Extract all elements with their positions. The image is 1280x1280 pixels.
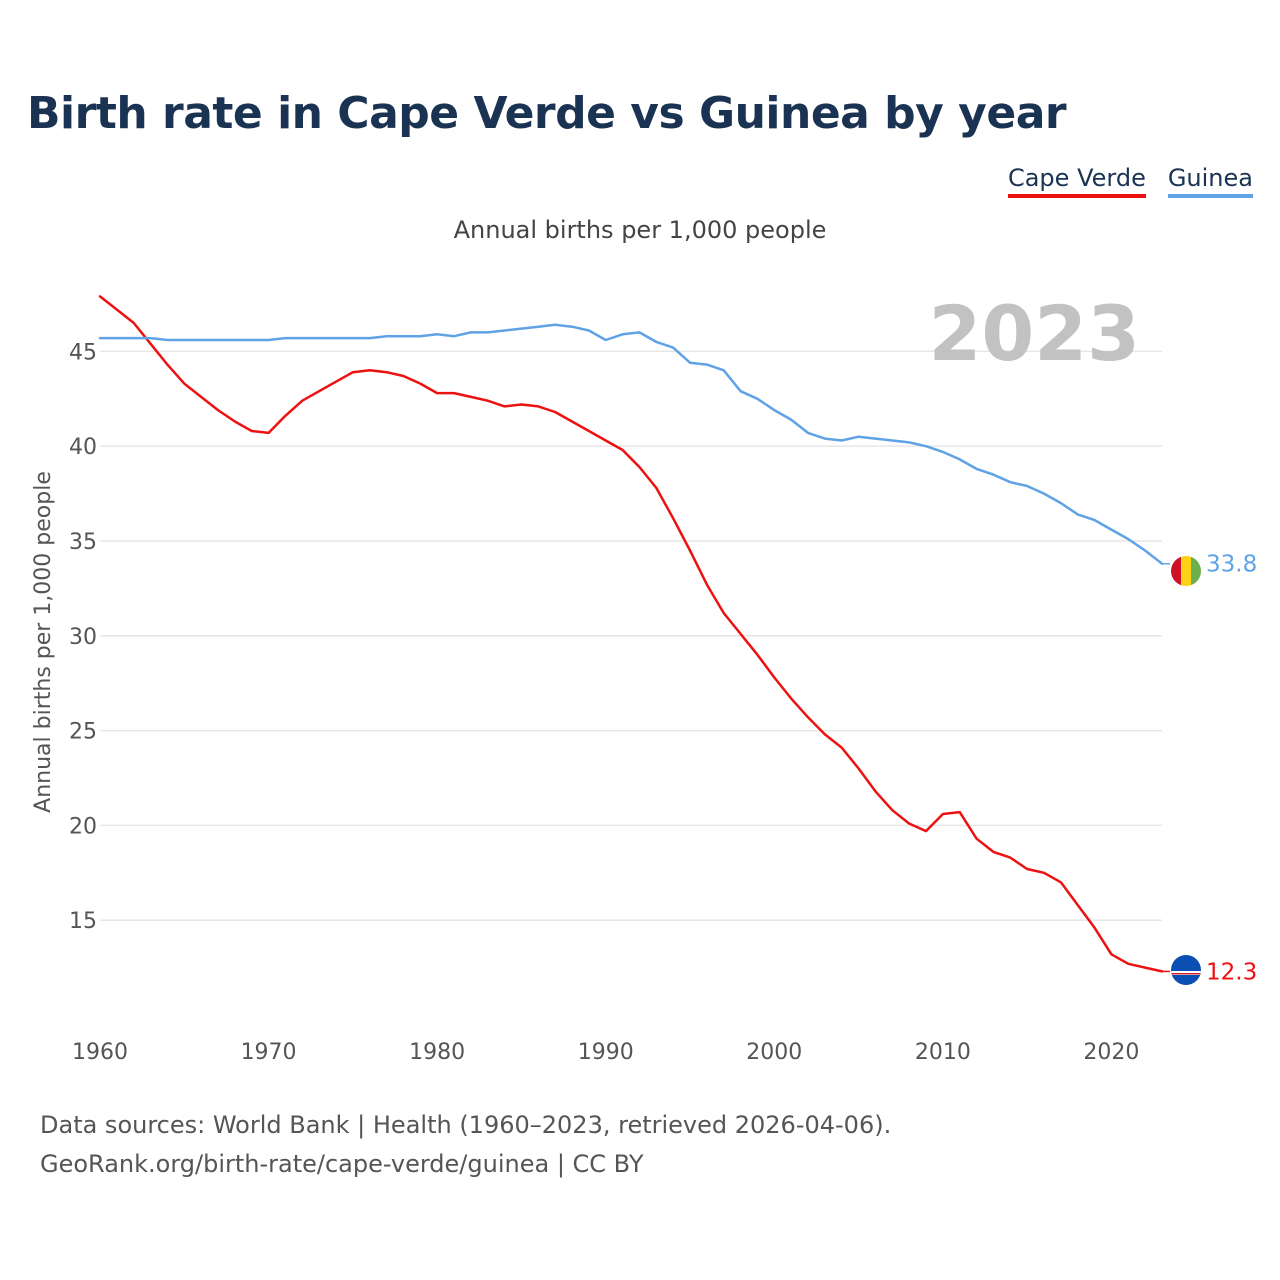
series-line-cape-verde[interactable]: [98, 295, 1164, 973]
x-tick-label: 1990: [578, 1040, 634, 1065]
series: [98, 295, 1164, 973]
y-tick-label: 35: [69, 530, 97, 555]
y-tick-label: 15: [69, 909, 97, 934]
guinea-flag-icon: [1171, 556, 1201, 586]
x-tick-label: 1980: [409, 1040, 465, 1065]
y-tick-label: 30: [69, 625, 97, 650]
x-tick-label: 1960: [72, 1040, 128, 1065]
legend: Cape Verde Guinea: [1007, 164, 1253, 198]
y-axis-label: Annual births per 1,000 people: [31, 471, 56, 813]
x-axis-ticks: 1960 1970 1980 1990 2000 2010 2020: [72, 1040, 1139, 1065]
y-axis-ticks: 15 20 25 30 35 40 45: [69, 340, 97, 934]
x-tick-label: 1970: [241, 1040, 297, 1065]
cape-verde-flag-icon: [1171, 955, 1201, 985]
series-line-guinea[interactable]: [98, 323, 1164, 565]
footer-sources: Data sources: World Bank | Health (1960–…: [40, 1111, 892, 1139]
x-tick-label: 2000: [746, 1040, 802, 1065]
end-value-label-cape-verde: 12.3: [1206, 959, 1257, 985]
y-tick-label: 40: [69, 435, 97, 460]
x-tick-label: 2020: [1083, 1040, 1139, 1065]
chart-title: Birth rate in Cape Verde vs Guinea by ye…: [27, 88, 1067, 139]
y-tick-label: 20: [69, 814, 97, 839]
end-value-label-guinea: 33.8: [1206, 552, 1257, 578]
gridlines: [100, 350, 1162, 921]
year-watermark: 2023: [928, 289, 1140, 378]
y-tick-label: 45: [69, 340, 97, 365]
legend-item-guinea[interactable]: Guinea: [1167, 164, 1253, 198]
end-labels: 12.3 33.8: [1162, 552, 1257, 985]
chart-subtitle: Annual births per 1,000 people: [453, 216, 827, 244]
footer-attribution[interactable]: GeoRank.org/birth-rate/cape-verde/guinea…: [40, 1150, 644, 1178]
legend-item-cape-verde[interactable]: Cape Verde: [1007, 164, 1146, 198]
y-tick-label: 25: [69, 720, 97, 745]
x-tick-label: 2010: [915, 1040, 971, 1065]
footer: Data sources: World Bank | Health (1960–…: [40, 1106, 891, 1184]
